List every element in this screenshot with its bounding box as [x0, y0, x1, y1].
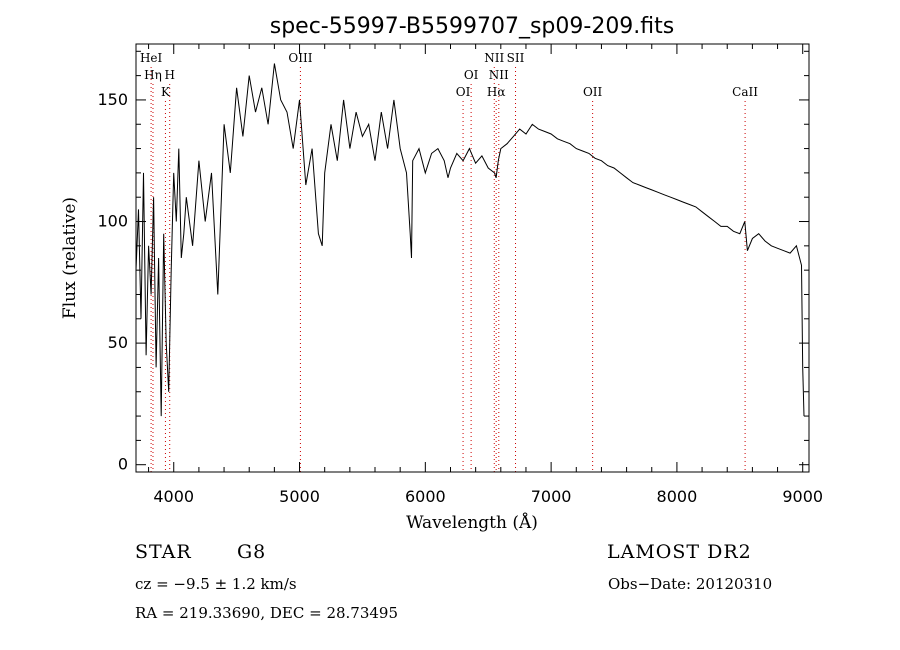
- marker-label-12: CaII: [732, 85, 758, 99]
- marker-label-8: SII: [507, 51, 525, 65]
- marker-label-7: NII: [484, 51, 504, 65]
- spectrum-line: [135, 63, 805, 417]
- object-class: STAR: [135, 541, 192, 563]
- marker-label-4: OIII: [288, 51, 312, 65]
- y-tick-label: 0: [118, 455, 128, 474]
- x-tick-label: 9000: [782, 487, 823, 506]
- spectrum-layer: [135, 63, 805, 417]
- marker-label-6: OI: [456, 85, 471, 99]
- obs-date: Obs−Date: 20120310: [608, 575, 773, 593]
- y-tick-label: 150: [97, 90, 128, 109]
- x-tick-label: 6000: [405, 487, 446, 506]
- marker-label-2: H: [164, 68, 174, 82]
- plot-frame: [135, 43, 810, 473]
- ra-dec-coordinates: RA = 219.33690, DEC = 28.73495: [135, 604, 399, 622]
- marker-label-0: HeI: [140, 51, 163, 65]
- y-axis: 0 50 100 150: [97, 50, 809, 474]
- marker-label-5: OI: [464, 68, 479, 82]
- marker-label-1: Hη: [144, 68, 162, 82]
- marker-label-11: OII: [583, 85, 603, 99]
- y-tick-label: 100: [97, 212, 128, 231]
- x-tick-label: 8000: [657, 487, 698, 506]
- x-axis: 4000 5000 6000 7000 8000 9000: [148, 44, 823, 506]
- y-tick-label: 50: [108, 333, 128, 352]
- x-axis-label: Wavelength (Å): [406, 512, 538, 533]
- marker-label-3: K: [161, 85, 171, 99]
- marker-label-9: NII: [489, 68, 509, 82]
- chart-title: spec-55997-B5599707_sp09-209.fits: [270, 14, 675, 39]
- x-tick-label: 5000: [279, 487, 320, 506]
- y-axis-label: Flux (relative): [60, 197, 80, 319]
- redshift-cz: cz = −9.5 ± 1.2 km/s: [135, 575, 297, 593]
- spectral-subclass: G8: [237, 541, 267, 563]
- survey-label: LAMOST DR2: [607, 541, 752, 563]
- x-tick-label: 4000: [153, 487, 194, 506]
- x-tick-label: 7000: [531, 487, 572, 506]
- marker-label-10: Hα: [487, 85, 506, 99]
